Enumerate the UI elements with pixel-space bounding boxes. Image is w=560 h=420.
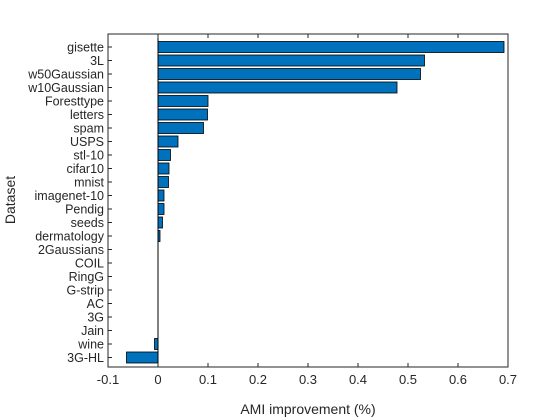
x-tick-label: 0 [154, 372, 161, 387]
y-tick-label: w10Gaussian [27, 81, 104, 95]
y-tick-label: Foresttype [45, 95, 104, 109]
y-tick-label: USPS [70, 135, 104, 149]
bar-imagenet-10 [157, 189, 165, 202]
x-tick-label: 0.6 [449, 372, 467, 387]
y-tick-label: seeds [71, 216, 104, 230]
y-tick-label: Pendig [65, 203, 104, 217]
x-tick-label: 0.4 [349, 372, 367, 387]
y-tick-label: 3G-HL [67, 351, 104, 365]
y-tick-label: w50Gaussian [27, 68, 104, 82]
y-tick-label: stl-10 [73, 149, 104, 163]
y-tick-label: cifar10 [66, 162, 104, 176]
y-tick-label: AC [87, 297, 104, 311]
y-axis-label: Dataset [2, 176, 18, 224]
x-tick-label: -0.1 [97, 372, 119, 387]
y-tick-label: COIL [75, 257, 104, 271]
y-tick-label: Jain [81, 324, 104, 338]
y-tick-label: wine [77, 338, 104, 352]
x-tick-label: 0.1 [199, 372, 217, 387]
bar-wine [154, 338, 159, 350]
x-axis-label: AMI improvement (%) [240, 401, 375, 417]
y-tick-label: letters [70, 108, 104, 122]
bar-Pendig [157, 203, 165, 215]
y-tick-label: 3L [90, 54, 104, 68]
y-tick-label: 2Gaussians [38, 243, 104, 257]
bar-w10Gaussian [157, 81, 398, 94]
bar-stl-10 [157, 149, 171, 161]
bar-3G-HL [126, 351, 159, 364]
bar-spam [157, 122, 204, 134]
x-tick-label: 0.5 [399, 372, 417, 387]
bar-3L [157, 54, 425, 67]
bar-mnist [157, 176, 169, 188]
bar-w50Gaussian [157, 68, 421, 80]
bar-cifar10 [157, 162, 170, 175]
x-axis: -0.1 0 0.1 0.2 0.3 0.4 0.5 0.6 0.7 [97, 34, 517, 387]
y-tick-label: dermatology [35, 230, 105, 244]
x-tick-label: 0.2 [249, 372, 267, 387]
bar-gisette [157, 41, 505, 53]
y-tick-label: gisette [67, 41, 104, 55]
y-tick-label: spam [73, 122, 104, 136]
x-tick-label: 0.3 [299, 372, 317, 387]
x-tick-label: 0.7 [499, 372, 517, 387]
y-axis: gisette3Lw50Gaussianw10GaussianForesttyp… [27, 41, 112, 365]
y-tick-label: mnist [74, 176, 104, 190]
y-tick-label: G-strip [67, 284, 105, 298]
y-tick-label: RingG [69, 270, 104, 284]
bar-seeds [157, 216, 163, 229]
bar-Foresttype [157, 95, 209, 107]
bar-USPS [157, 135, 179, 148]
y-tick-label: 3G [87, 311, 104, 325]
bar-letters [157, 108, 208, 121]
y-tick-label: imagenet-10 [35, 189, 105, 203]
